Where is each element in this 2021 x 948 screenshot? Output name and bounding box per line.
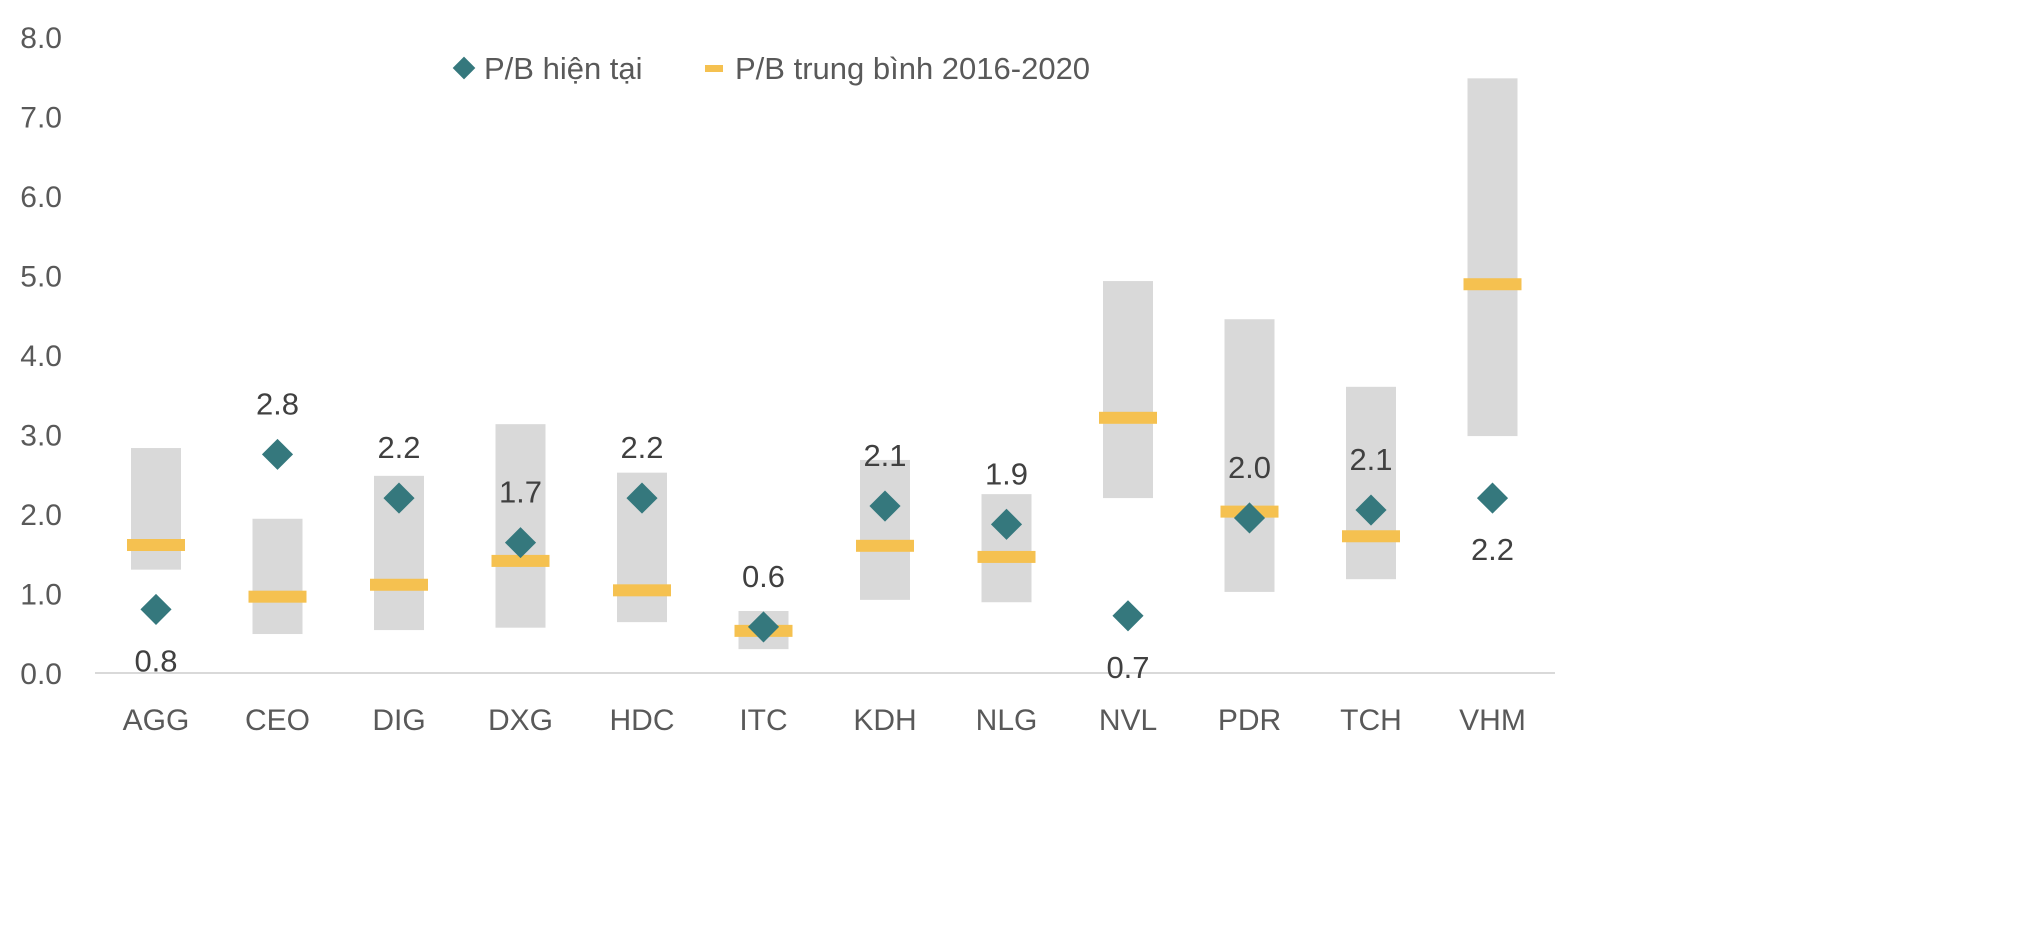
average-mark-TCH: [1342, 530, 1400, 543]
average-mark-CEO: [248, 590, 307, 603]
range-bar-DXG: [495, 424, 546, 628]
data-label-KDH: 2.1: [863, 438, 906, 473]
legend-average: P/B trung bình 2016-2020: [735, 51, 1090, 86]
range-bar-KDH: [860, 459, 910, 600]
range-bar-NVL: [1103, 281, 1153, 499]
data-label-DXG: 1.7: [499, 475, 542, 510]
x-tick-label: TCH: [1340, 704, 1402, 737]
x-tick-label: DIG: [372, 704, 425, 737]
current-point-TCH: [1355, 494, 1387, 526]
average-mark-AGG: [127, 539, 185, 552]
y-tick-label: 4.0: [20, 340, 62, 373]
data-label-HDC: 2.2: [620, 430, 663, 465]
x-tick-label: VHM: [1459, 704, 1526, 737]
y-tick-label: 0.0: [20, 658, 62, 691]
current-point-DIG: [383, 482, 415, 514]
average-mark-KDH: [856, 539, 914, 552]
y-tick-label: 5.0: [20, 261, 62, 294]
data-label-ITC: 0.6: [742, 559, 785, 594]
y-tick-label: 7.0: [20, 102, 62, 135]
y-tick-label: 6.0: [20, 181, 62, 214]
legend-dash-icon: [705, 65, 723, 72]
x-tick-label: NVL: [1099, 704, 1157, 737]
average-mark-HDC: [613, 584, 671, 597]
x-tick-label: CEO: [245, 704, 310, 737]
data-label-NVL: 0.7: [1106, 650, 1149, 685]
average-mark-DXG: [491, 554, 550, 567]
current-point-HDC: [626, 482, 658, 514]
data-label-VHM: 2.2: [1471, 532, 1514, 567]
data-label-DIG: 2.2: [377, 430, 420, 465]
average-mark-NLG: [977, 550, 1036, 563]
current-point-CEO: [261, 438, 294, 470]
x-tick-label: KDH: [853, 704, 916, 737]
x-tick-label: NLG: [976, 704, 1038, 737]
data-label-PDR: 2.0: [1228, 450, 1271, 485]
data-label-AGG: 0.8: [134, 643, 177, 678]
current-point-VHM: [1476, 482, 1509, 514]
average-mark-DIG: [370, 578, 428, 591]
y-tick-label: 8.0: [20, 22, 62, 55]
range-bar-PDR: [1224, 319, 1275, 592]
x-tick-label: HDC: [610, 704, 675, 737]
x-tick-label: ITC: [739, 704, 787, 737]
x-tick-label: DXG: [488, 704, 553, 737]
data-label-CEO: 2.8: [256, 386, 299, 421]
y-tick-label: 2.0: [20, 499, 62, 532]
average-mark-VHM: [1463, 278, 1522, 291]
legend: P/B hiện tại P/B trung bình 2016-2020: [452, 51, 1090, 86]
range-bar-TCH: [1346, 386, 1396, 580]
x-tick-label: AGG: [123, 704, 190, 737]
legend-current: P/B hiện tại: [484, 51, 643, 86]
y-tick-label: 1.0: [20, 579, 62, 612]
current-point-AGG: [140, 593, 172, 625]
legend-diamond-icon: [452, 56, 476, 80]
range-bar-VHM: [1467, 78, 1518, 437]
current-point-NVL: [1112, 600, 1144, 632]
range-bar-AGG: [131, 448, 181, 570]
x-tick-label: PDR: [1218, 704, 1281, 737]
average-mark-NVL: [1099, 411, 1157, 424]
y-tick-label: 3.0: [20, 420, 62, 453]
data-label-NLG: 1.9: [985, 456, 1028, 491]
range-bar-CEO: [252, 518, 303, 635]
data-label-TCH: 2.1: [1349, 442, 1392, 477]
